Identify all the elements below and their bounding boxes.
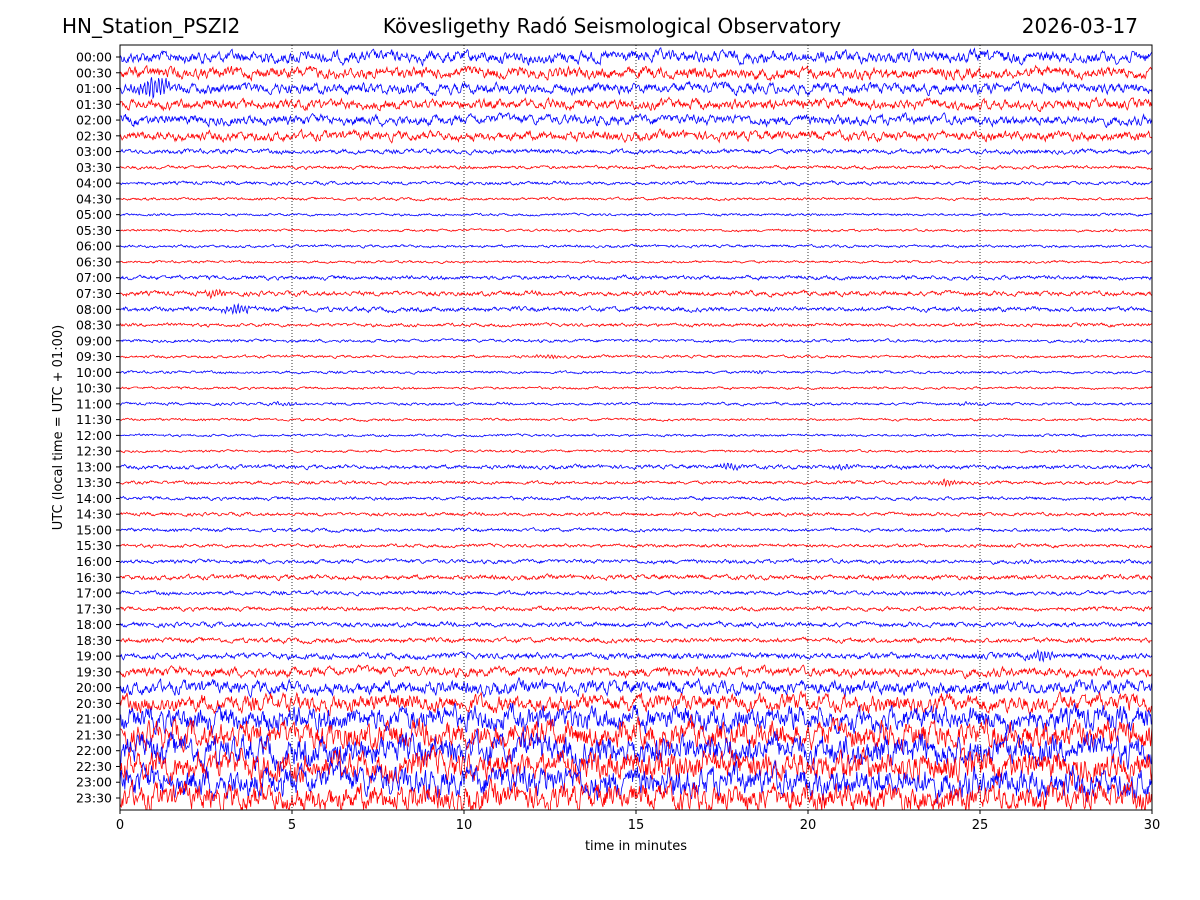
x-tick-label: 20 bbox=[800, 818, 817, 833]
y-tick-label: 23:00 bbox=[76, 775, 112, 790]
trace-0530 bbox=[120, 228, 1152, 233]
trace-1030 bbox=[120, 385, 1152, 391]
y-tick-label: 22:00 bbox=[76, 743, 112, 758]
trace-1930 bbox=[120, 664, 1152, 680]
x-tick-label: 5 bbox=[288, 818, 296, 833]
y-tick-label: 03:00 bbox=[76, 144, 112, 159]
y-tick-label: 08:30 bbox=[76, 318, 112, 333]
y-tick-label: 09:30 bbox=[76, 349, 112, 364]
y-tick-label: 17:30 bbox=[76, 601, 112, 616]
station-name: HN_Station_PSZI2 bbox=[62, 14, 241, 38]
y-tick-label: 20:00 bbox=[76, 680, 112, 695]
y-tick-label: 21:00 bbox=[76, 712, 112, 727]
y-tick-label: 05:00 bbox=[76, 207, 112, 222]
trace-1230 bbox=[120, 448, 1152, 454]
y-tick-label: 00:00 bbox=[76, 50, 112, 65]
y-tick-label: 04:00 bbox=[76, 176, 112, 191]
trace-1500 bbox=[120, 526, 1152, 533]
y-tick-label: 10:00 bbox=[76, 365, 112, 380]
y-tick-label: 17:00 bbox=[76, 586, 112, 601]
y-axis: 00:0000:3001:0001:3002:0002:3003:0003:30… bbox=[76, 50, 120, 806]
y-axis-label: UTC (local time = UTC + 01:00) bbox=[51, 325, 66, 530]
x-tick-label: 0 bbox=[116, 818, 124, 833]
y-tick-label: 07:00 bbox=[76, 270, 112, 285]
y-tick-label: 01:00 bbox=[76, 81, 112, 96]
trace-1130 bbox=[120, 417, 1152, 422]
y-tick-label: 11:00 bbox=[76, 396, 112, 411]
x-axis: 0 5 10 15 20 25 30 bbox=[116, 810, 1160, 833]
observatory-title: Kövesligethy Radó Seismological Observat… bbox=[382, 14, 842, 38]
y-tick-label: 19:00 bbox=[76, 649, 112, 664]
y-tick-label: 12:00 bbox=[76, 428, 112, 443]
y-tick-label: 23:30 bbox=[76, 791, 112, 806]
trace-1300 bbox=[120, 462, 1152, 472]
record-date: 2026-03-17 bbox=[1021, 14, 1138, 38]
y-tick-label: 05:30 bbox=[76, 223, 112, 238]
trace-0500 bbox=[120, 212, 1152, 217]
y-tick-label: 02:00 bbox=[76, 113, 112, 128]
y-tick-label: 16:30 bbox=[76, 570, 112, 585]
y-tick-label: 03:30 bbox=[76, 160, 112, 175]
y-tick-label: 08:00 bbox=[76, 302, 112, 317]
y-tick-label: 06:00 bbox=[76, 239, 112, 254]
x-axis-label: time in minutes bbox=[585, 839, 687, 854]
y-tick-label: 15:30 bbox=[76, 538, 112, 553]
y-tick-label: 12:30 bbox=[76, 444, 112, 459]
x-tick-label: 30 bbox=[1144, 818, 1161, 833]
y-tick-label: 00:30 bbox=[76, 65, 112, 80]
y-tick-label: 11:30 bbox=[76, 412, 112, 427]
trace-0900 bbox=[120, 338, 1152, 344]
y-tick-label: 14:00 bbox=[76, 491, 112, 506]
y-tick-label: 15:00 bbox=[76, 522, 112, 537]
y-tick-label: 18:00 bbox=[76, 617, 112, 632]
trace-1330 bbox=[120, 478, 1152, 488]
y-tick-label: 14:30 bbox=[76, 507, 112, 522]
x-tick-label: 25 bbox=[972, 818, 989, 833]
y-tick-label: 02:30 bbox=[76, 128, 112, 143]
y-tick-label: 06:30 bbox=[76, 254, 112, 269]
y-tick-label: 20:30 bbox=[76, 696, 112, 711]
y-tick-label: 18:30 bbox=[76, 633, 112, 648]
trace-0100 bbox=[120, 77, 1152, 100]
y-tick-label: 04:30 bbox=[76, 191, 112, 206]
y-tick-label: 07:30 bbox=[76, 286, 112, 301]
x-tick-label: 15 bbox=[628, 818, 645, 833]
y-tick-label: 22:30 bbox=[76, 759, 112, 774]
x-tick-label: 10 bbox=[456, 818, 473, 833]
y-tick-label: 16:00 bbox=[76, 554, 112, 569]
y-tick-label: 21:30 bbox=[76, 727, 112, 742]
trace-0700 bbox=[120, 274, 1152, 281]
y-tick-label: 13:00 bbox=[76, 459, 112, 474]
y-tick-label: 19:30 bbox=[76, 664, 112, 679]
y-tick-label: 09:00 bbox=[76, 333, 112, 348]
y-tick-label: 01:30 bbox=[76, 97, 112, 112]
trace-0000 bbox=[120, 47, 1152, 67]
y-tick-label: 10:30 bbox=[76, 381, 112, 396]
trace-1530 bbox=[120, 542, 1152, 549]
grid-lines bbox=[291, 45, 981, 810]
y-tick-label: 13:30 bbox=[76, 475, 112, 490]
